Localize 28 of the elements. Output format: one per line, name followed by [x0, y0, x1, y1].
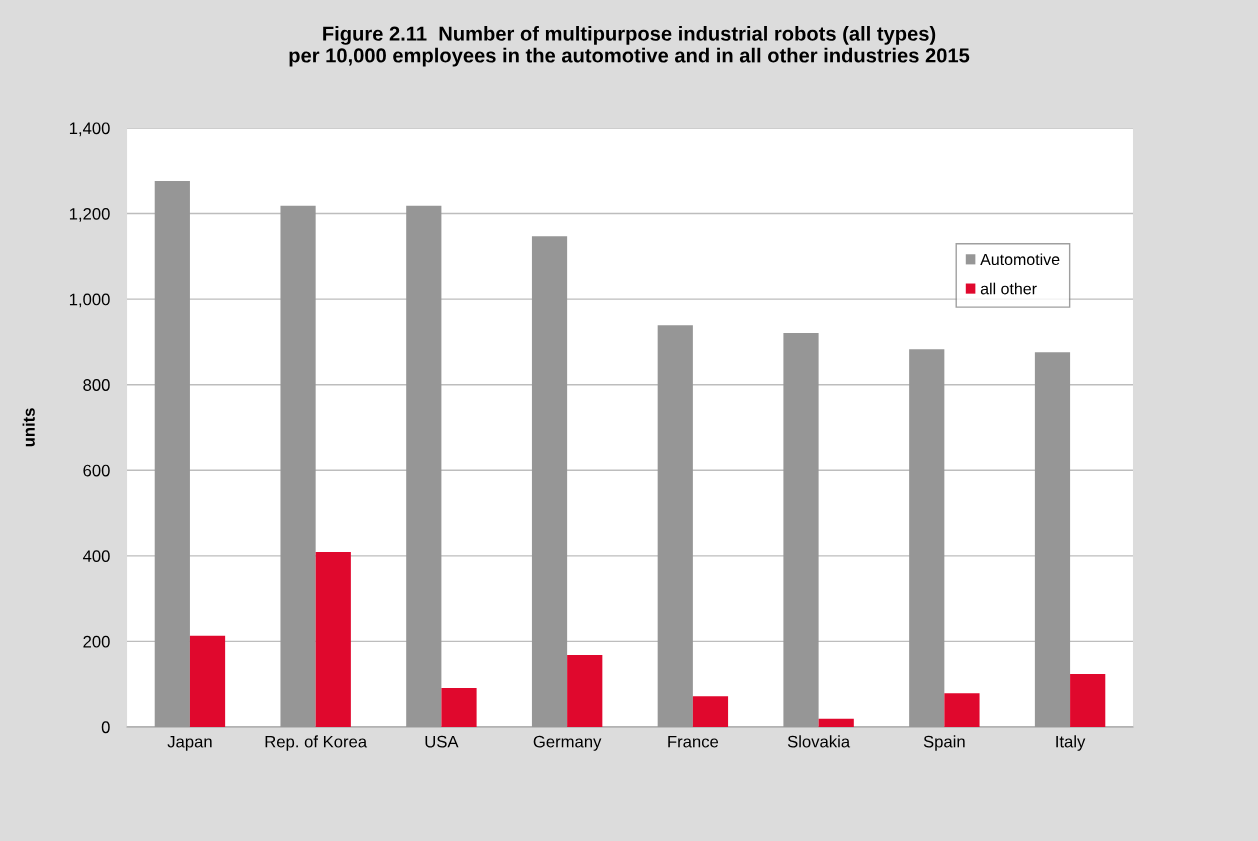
y-tick-label: 1,400 [69, 122, 110, 137]
y-axis-title: units [22, 408, 35, 447]
y-tick-label: 400 [82, 550, 110, 563]
chart-title: Figure 2.11 Number of multipurpose industrial robots (all types) per 10,000 employees in the automotive and in all other industries 2015 [289, 25, 970, 67]
y-tick-label: 0 [101, 721, 110, 734]
x-tick-label: France [668, 735, 719, 748]
bar [567, 655, 603, 727]
x-tick-label: Slovakia [787, 735, 851, 748]
bar [692, 696, 729, 727]
bar [1070, 673, 1106, 727]
x-tick-label: Rep. of Korea [265, 735, 368, 751]
x-tick-label: Japan [167, 735, 212, 751]
y-tick-label: 1,000 [69, 293, 110, 308]
legend-label: all other [980, 282, 1037, 295]
legend-label: Automotive [980, 253, 1060, 266]
bar [315, 551, 351, 727]
x-tick-label: USA [425, 735, 459, 748]
x-tick-label: Italy [1056, 735, 1086, 751]
y-tick-label: 800 [83, 379, 110, 391]
bar [944, 693, 980, 727]
y-tick-label: 600 [83, 464, 110, 477]
bar [189, 635, 226, 727]
y-tick-label: 1,200 [69, 207, 110, 222]
bar [441, 688, 477, 727]
y-tick-label: 200 [83, 635, 110, 648]
x-tick-label: Germany [533, 735, 602, 751]
x-tick-label: Spain [923, 735, 965, 751]
bar [818, 718, 854, 727]
